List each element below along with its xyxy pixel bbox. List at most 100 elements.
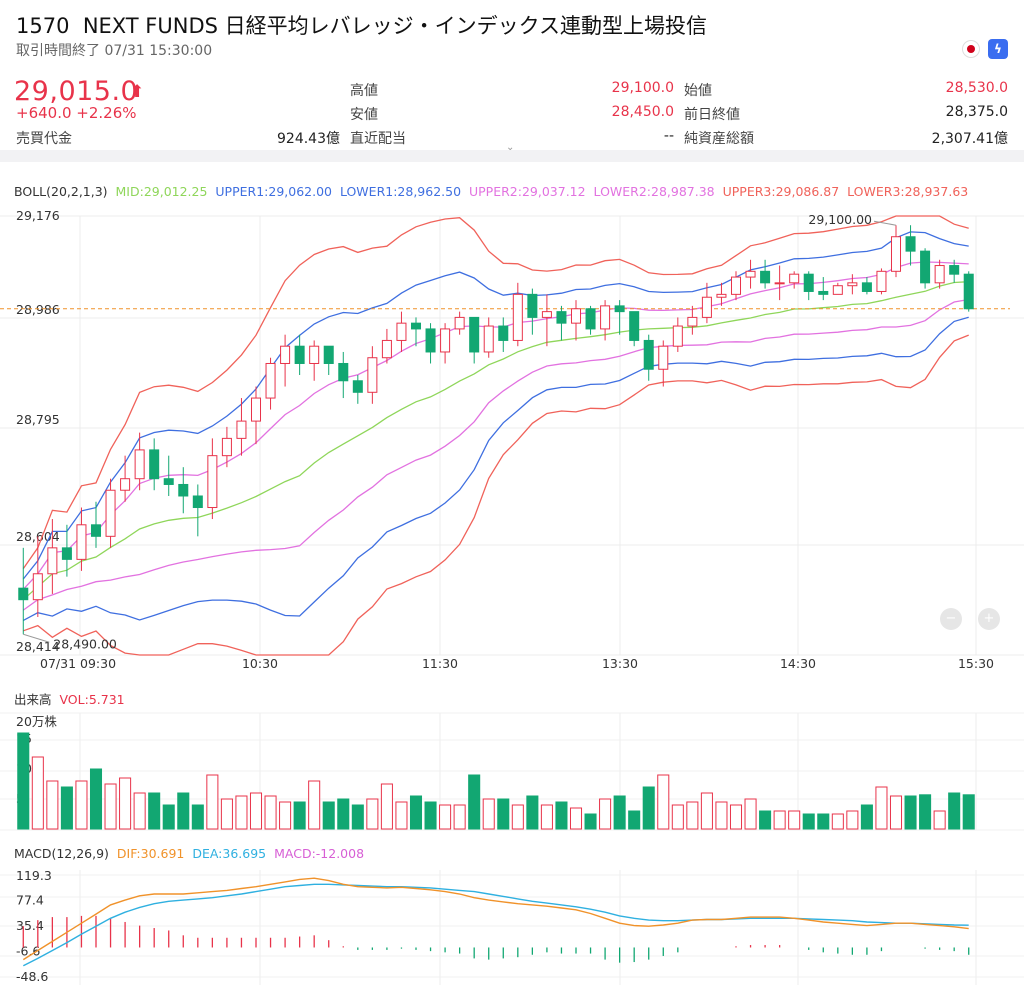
candle (250, 397, 262, 422)
stat-label: 前日終値 (684, 107, 740, 123)
macd-legend: MACD(12,26,9) DIF:30.691 DEA:36.695 MACD… (14, 846, 364, 861)
volume-bar (89, 768, 103, 830)
candle (905, 236, 916, 252)
stat-label: 始値 (684, 83, 712, 99)
volume-bar (962, 794, 975, 830)
volume-bar (948, 792, 961, 830)
boll-upper1-line (22, 231, 969, 580)
stat-value: 28,530.0 (945, 80, 1008, 96)
volume-bar (802, 813, 815, 830)
candle (469, 316, 480, 353)
page-title: 1570 NEXT FUNDS 日経平均レバレッジ・インデックス連動型上場投信 (16, 10, 707, 40)
volume-bar (220, 798, 233, 830)
low-annotation-line (23, 633, 50, 643)
volume-bar (337, 798, 350, 830)
volume-bar (860, 804, 873, 830)
candle (556, 311, 567, 324)
zoom-in-button[interactable]: + (978, 608, 1000, 630)
volume-bar (526, 795, 539, 830)
candle (76, 524, 87, 560)
y-axis-tick-label: 28,795 (16, 412, 60, 427)
volume-bar (293, 801, 306, 830)
boll-lower2: LOWER2:28,987.38 (593, 184, 715, 199)
section-divider (0, 150, 1024, 162)
boll-lower1-line (22, 316, 969, 621)
candle (890, 236, 902, 272)
candle (570, 308, 582, 324)
candle (701, 296, 712, 318)
volume-bar (366, 798, 379, 830)
volume-bar (599, 798, 612, 830)
candle (294, 345, 305, 364)
volume-bar (380, 783, 393, 830)
volume-bar (657, 774, 670, 830)
candle (949, 265, 960, 275)
y-axis-tick-label: 29,176 (16, 208, 60, 223)
volume-bar (162, 804, 175, 830)
volume-bar (628, 810, 641, 830)
stat-value: -- (663, 128, 674, 144)
chevron-down-icon[interactable]: ⌄ (506, 142, 515, 153)
volume-bar (46, 780, 59, 830)
stat-value: 29,100.0 (611, 80, 674, 96)
stat-value: 28,375.0 (945, 104, 1008, 120)
volume-bar (788, 810, 801, 830)
x-axis-tick-label: 07/31 09:30 (40, 656, 116, 671)
volume-label: 出来高 (14, 692, 52, 707)
volume-bar (540, 804, 553, 830)
macd-dif: DIF:30.691 (116, 846, 185, 861)
lightning-icon[interactable]: ϟ (988, 39, 1008, 59)
candle (745, 270, 756, 278)
volume-bar (104, 783, 117, 830)
candle (265, 362, 276, 399)
volume-bar (773, 810, 786, 830)
low-annotation: 28,490.00 (53, 636, 117, 651)
ticker-code: 1570 (16, 14, 70, 38)
stat-label: 高値 (350, 83, 378, 99)
candle (236, 420, 247, 439)
fund-name: NEXT FUNDS 日経平均レバレッジ・インデックス連動型上場投信 (82, 14, 708, 38)
volume-bar (671, 804, 684, 830)
stat-label: 売買代金 (16, 131, 72, 147)
x-axis-tick-label: 14:30 (780, 656, 816, 671)
volume-bar (148, 792, 161, 830)
candle (934, 265, 945, 284)
candle (32, 573, 43, 601)
candle (483, 325, 494, 353)
candle (47, 547, 58, 575)
volume-bar (555, 801, 568, 830)
volume-bar (904, 795, 917, 830)
boll-upper1: UPPER1:29,062.00 (215, 184, 332, 199)
candle (425, 328, 436, 353)
boll-upper2-line (22, 261, 969, 590)
volume-bar (700, 792, 713, 830)
volume-bar (889, 795, 903, 830)
candle (498, 325, 509, 341)
candle (920, 250, 931, 284)
volume-bar (409, 795, 423, 830)
volume-bar (511, 804, 524, 830)
candle (629, 311, 640, 341)
macd-dea-line (22, 883, 969, 967)
candle (192, 495, 203, 509)
stat-value: 2,307.41億 (931, 131, 1008, 147)
volume-bar (439, 804, 452, 830)
japan-flag-icon (962, 40, 980, 58)
volume-bar (249, 792, 263, 830)
candle (134, 449, 145, 480)
current-price: 29,015.0 (14, 76, 139, 107)
candle (658, 345, 669, 370)
candle (963, 273, 974, 310)
candle (280, 345, 291, 364)
price-change: +640.0 +2.26% (16, 104, 137, 122)
high-annotation-line (873, 220, 897, 226)
boll-upper3-line (22, 215, 969, 569)
volume-bar (919, 794, 932, 830)
volume-bar (206, 774, 219, 830)
candle (614, 305, 625, 313)
zoom-out-button[interactable]: − (940, 608, 962, 630)
candle (687, 316, 698, 327)
candle (876, 270, 887, 292)
candle (672, 325, 683, 347)
